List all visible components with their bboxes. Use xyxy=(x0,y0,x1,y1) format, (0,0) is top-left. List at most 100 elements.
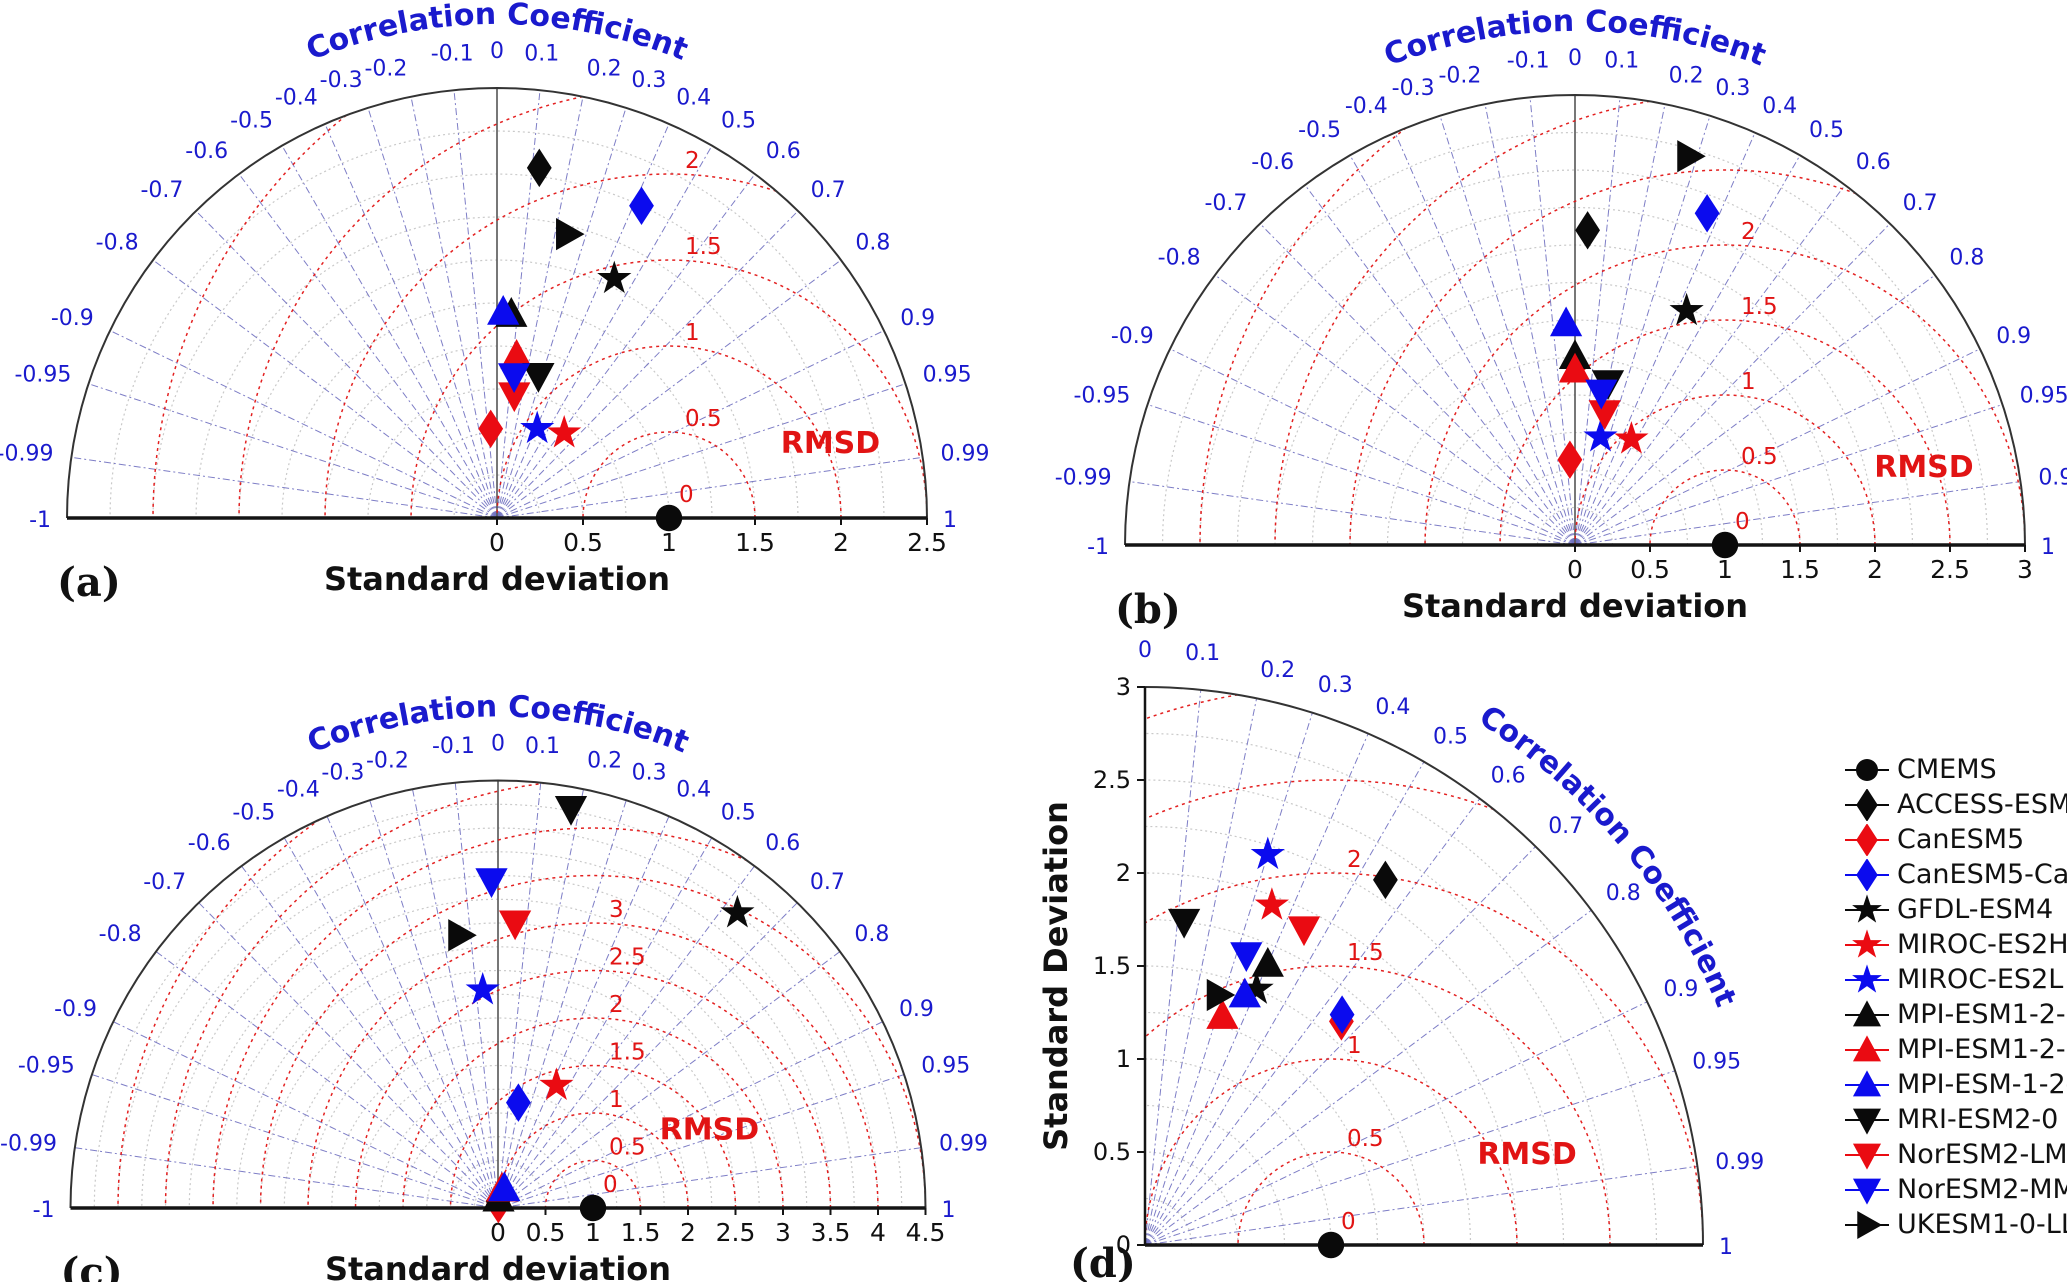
marker-access-esm1-5 xyxy=(526,148,552,188)
rmsd-arc xyxy=(238,95,584,519)
radial-line xyxy=(1147,404,1576,546)
marker-canesm5-canoe xyxy=(629,186,654,226)
correlation-tick-label: 0.1 xyxy=(525,734,560,759)
diamond-icon xyxy=(1845,823,1889,856)
radial-line xyxy=(497,800,627,1209)
legend-item-mri-esm2-0: MRI-ESM2-0 xyxy=(1843,1102,2067,1137)
correlation-tick-label: 0 xyxy=(1138,638,1152,663)
correlation-tick-label: -0.95 xyxy=(18,1053,75,1078)
correlation-tick-label: 0.3 xyxy=(632,761,667,786)
rmsd-arc xyxy=(164,782,546,1209)
legend-label: ACCESS-ESM1-5 xyxy=(1897,789,2067,820)
correlation-tick-label: 0.7 xyxy=(811,178,846,203)
correlation-tick-label: -0.7 xyxy=(143,870,186,895)
correlation-tick-label: 0.99 xyxy=(2038,465,2067,490)
marker-mpi-esm-1-2-ham xyxy=(1228,977,1261,1008)
rmsd-arc xyxy=(1144,694,1239,720)
std-tick-label: 1 xyxy=(1717,555,1733,584)
triangle-down-icon xyxy=(1845,1108,1889,1135)
rmsd-arc xyxy=(582,431,756,519)
legend-item-noresm2-mm: NorESM2-MM xyxy=(1843,1172,2067,1207)
panel-a-group: 0.5 1 1.5 2 0 RMSD 0 0.5 1 1.5 2 2.5 -1 -0.99 -0.95 -0.… xyxy=(0,0,990,606)
std-axis-title: Standard deviation xyxy=(325,1250,671,1282)
marker-miroc-es2h xyxy=(1614,421,1649,454)
marker-mpi-esm1-2-lr xyxy=(1206,999,1239,1029)
marker-miroc-es2h xyxy=(539,1067,574,1100)
correlation-tick-label: 1 xyxy=(943,508,957,533)
correlation-tick-label: 0.5 xyxy=(1433,725,1468,750)
std-axis-ticks: 0 0.5 1 1.5 2 2.5 3 xyxy=(1093,673,1145,1259)
rmsd-value-label: 1 xyxy=(1347,1033,1362,1059)
std-arc xyxy=(212,922,784,1209)
correlation-tick-label: 0.95 xyxy=(1692,1050,1741,1075)
marker-mpi-esm-1-2-ham xyxy=(1549,306,1583,337)
marker-cmems xyxy=(579,1194,607,1222)
std-axis-ticks: 0 0.5 1 1.5 2 2.5 3 xyxy=(1567,545,2033,584)
legend-item-canesm5-canoe: CanESM5-CanOE xyxy=(1843,857,2067,892)
std-arc xyxy=(1144,1058,1332,1246)
correlation-tick-label: -0.9 xyxy=(54,997,97,1022)
std-axis-ticks: 0 0.5 1 1.5 2 2.5 xyxy=(489,518,947,557)
radial-line xyxy=(1144,712,1313,1246)
rmsd-arc xyxy=(496,345,842,519)
correlation-tick-label: -0.6 xyxy=(1251,150,1294,175)
radial-line xyxy=(155,951,499,1209)
correlation-tick-label: -0.3 xyxy=(321,761,364,786)
marker-ukesm1-0-ll xyxy=(1206,978,1236,1012)
star-icon xyxy=(1845,963,1889,993)
triangle-up-icon xyxy=(1845,1034,1889,1061)
correlation-tick-label: 0.95 xyxy=(2020,383,2067,408)
legend-label: MPI-ESM1-2-LR xyxy=(1897,1034,2067,1065)
std-tick-label: 3.5 xyxy=(811,1218,851,1247)
radial-line xyxy=(1144,698,1258,1246)
rmsd-arc xyxy=(1144,965,1611,1246)
correlation-tick-label: -0.8 xyxy=(1158,246,1201,271)
legend-item-canesm5: CanESM5 xyxy=(1843,822,2067,857)
boundary-arc xyxy=(1144,686,1704,1246)
correlation-tick-label: 0 xyxy=(491,732,505,757)
correlation-tick-label: -0.5 xyxy=(1298,118,1341,143)
correlation-tick-label: -0.9 xyxy=(1111,324,1154,349)
legend-label: CMEMS xyxy=(1897,754,1997,785)
rmsd-arc xyxy=(1499,319,1951,546)
legend-label: GFDL-ESM4 xyxy=(1897,894,2054,925)
rmsd-arc xyxy=(1574,394,1876,546)
triangle-up-icon xyxy=(1845,999,1889,1026)
radial-line xyxy=(453,90,498,519)
radial-line xyxy=(195,210,498,519)
rmsd-value-label: 2 xyxy=(685,148,700,174)
correlation-coefficient-title: Correlation Coefficient xyxy=(1473,699,1743,1012)
correlation-tick-label: 0.1 xyxy=(524,41,559,66)
radial-line xyxy=(152,259,498,519)
correlation-tick-label: -0.7 xyxy=(140,178,183,203)
correlation-tick-label: 0.3 xyxy=(631,68,666,93)
rmsd-arc xyxy=(1144,1058,1518,1246)
correlation-radials xyxy=(71,90,923,519)
marker-access-esm1-5 xyxy=(1575,211,1600,250)
legend-item-gfdl-esm4: GFDL-ESM4 xyxy=(1843,892,2067,927)
rmsd-arc xyxy=(1424,244,2026,546)
correlation-tick-label: -0.1 xyxy=(431,41,474,66)
correlation-tick-label: 0.9 xyxy=(1663,977,1698,1002)
panel-letter: (a) xyxy=(57,559,121,606)
rmsd-value-label: 2 xyxy=(1347,847,1362,873)
radial-line xyxy=(1144,846,1536,1246)
correlation-tick-label: -0.4 xyxy=(277,778,320,803)
marker-noresm2-mm xyxy=(1230,942,1263,973)
radial-line xyxy=(497,865,755,1209)
marker-miroc-es2l xyxy=(1583,419,1618,452)
diamond-icon xyxy=(1845,788,1889,821)
radial-line xyxy=(113,1021,499,1209)
rmsd-arc xyxy=(1144,779,1495,820)
legend-item-miroc-es2h: MIROC-ES2H xyxy=(1843,927,2067,962)
std-arc xyxy=(1199,169,1951,546)
radial-line xyxy=(1574,103,1666,546)
std-tick-label: 1 xyxy=(661,528,677,557)
marker-noresm2-lm xyxy=(498,910,532,941)
rmsd-label: RMSD xyxy=(660,1112,759,1147)
correlation-tick-label: 0.6 xyxy=(1491,763,1526,788)
correlation-tick-labels: 0 0.1 0.2 0.3 0.4 0.5 0.6 0.7 0.8 0.9 0.95 0.99 1 xyxy=(1138,638,1764,1260)
marker-mpi-esm1-2-hr xyxy=(1251,946,1284,977)
boundary-arc xyxy=(66,86,928,519)
correlation-tick-label: 0.7 xyxy=(810,870,845,895)
